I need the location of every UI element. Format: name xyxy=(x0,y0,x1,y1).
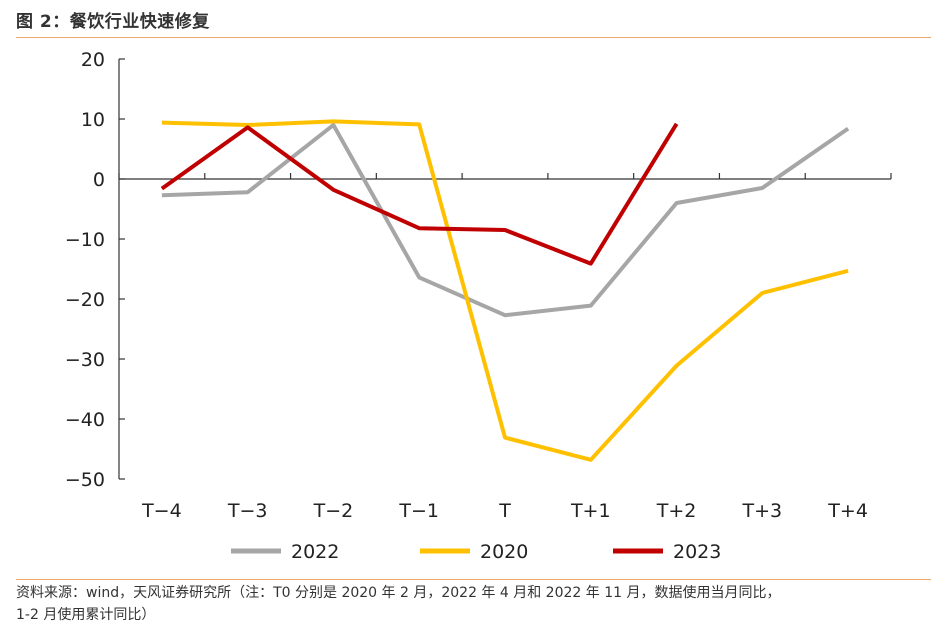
y-tick-label: −30 xyxy=(65,349,105,371)
series-line-2023 xyxy=(160,122,679,266)
y-tick-label: 0 xyxy=(93,169,105,191)
x-tick-label: T+2 xyxy=(656,500,697,522)
chart-series xyxy=(160,119,850,462)
x-tick-label: T−3 xyxy=(227,500,268,522)
legend-label-2022: 2022 xyxy=(291,541,339,563)
source-note-line-1: 资料来源：wind，天风证券研究所（注：T0 分别是 2020 年 2 月，20… xyxy=(16,585,781,601)
x-tick-label: T xyxy=(498,500,511,522)
source-divider xyxy=(16,579,931,580)
legend-label-2020: 2020 xyxy=(480,541,528,563)
figure-title: 图 2：餐饮行业快速修复 xyxy=(16,12,210,32)
title-divider xyxy=(16,37,931,38)
series-line-2022 xyxy=(161,123,850,318)
source-note: 资料来源：wind，天风证券研究所（注：T0 分别是 2020 年 2 月，20… xyxy=(16,582,928,626)
y-tick-label: −20 xyxy=(65,289,105,311)
y-axis: 20 10 0 −10 −20 −30 −40 −50 xyxy=(65,49,125,491)
y-tick-label: 20 xyxy=(81,49,105,71)
x-tick-label: T+3 xyxy=(742,500,783,522)
y-tick-label: −40 xyxy=(65,409,105,431)
y-tick-label: −10 xyxy=(65,229,105,251)
source-note-line-2: 1-2 月使用累计同比） xyxy=(16,607,156,623)
x-tick-label: T+1 xyxy=(570,500,611,522)
x-tick-label: T−2 xyxy=(313,500,354,522)
x-tick-label: T−4 xyxy=(141,500,182,522)
x-tick-label: T+4 xyxy=(827,500,868,522)
series-line-2020 xyxy=(161,119,849,462)
line-chart: 20 10 0 −10 −20 −30 −40 −50 T−4 T−3 T−2 T−1 T T+1 T+2… xyxy=(65,49,892,563)
y-tick-label: −50 xyxy=(65,469,105,491)
y-tick-label: 10 xyxy=(81,109,105,131)
x-axis: T−4 T−3 T−2 T−1 T T+1 T+2 T+3 T+4 xyxy=(118,173,892,522)
legend-label-2023: 2023 xyxy=(673,541,721,563)
chart-legend: 2022 2020 2023 xyxy=(231,541,721,563)
x-tick-label: T−1 xyxy=(398,500,439,522)
